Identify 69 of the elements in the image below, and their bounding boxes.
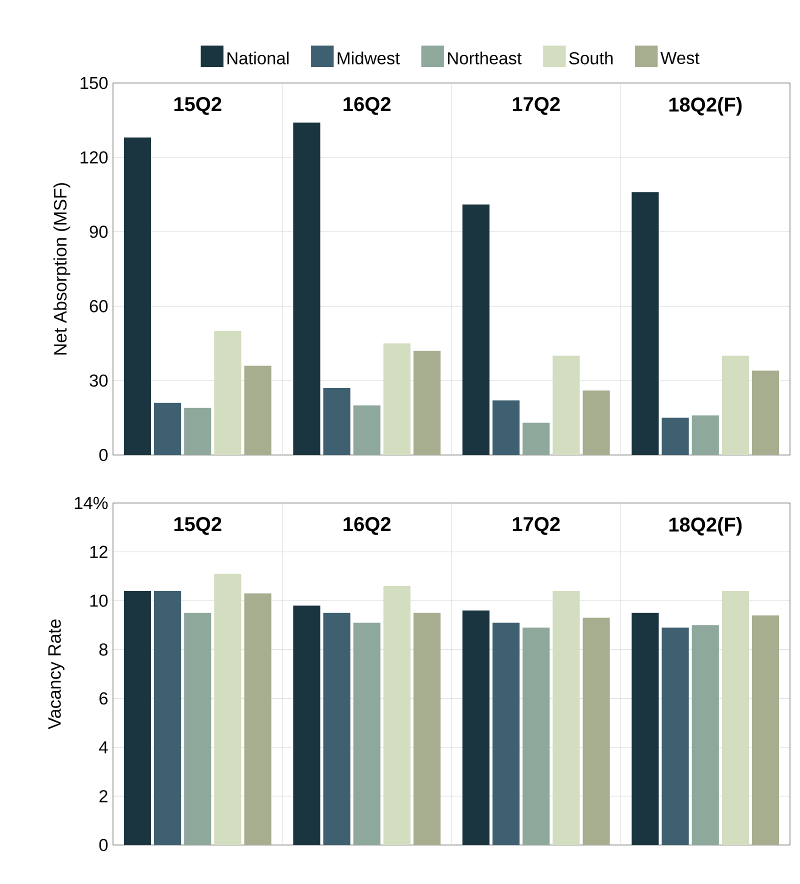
bar bbox=[293, 606, 320, 845]
bar bbox=[353, 622, 380, 845]
bar bbox=[214, 330, 242, 455]
bar bbox=[413, 612, 441, 845]
bar bbox=[552, 356, 580, 455]
legend-label: Northeast bbox=[448, 52, 522, 64]
y-tick-label: 6 bbox=[100, 692, 108, 705]
y-tick-label: 90 bbox=[90, 226, 108, 238]
bar bbox=[492, 622, 520, 845]
bar bbox=[752, 370, 780, 455]
bar bbox=[522, 422, 550, 455]
bar bbox=[383, 586, 410, 845]
y-tick-label: 150 bbox=[80, 76, 108, 90]
bar bbox=[492, 400, 520, 455]
bar bbox=[124, 138, 152, 455]
bar bbox=[184, 408, 212, 455]
bar bbox=[722, 590, 749, 845]
y-tick-label: 12 bbox=[90, 546, 108, 558]
bar bbox=[413, 350, 441, 455]
bar bbox=[353, 405, 380, 455]
bar bbox=[582, 618, 610, 845]
bar bbox=[293, 122, 320, 455]
bar bbox=[752, 615, 780, 845]
y-tick-label: 60 bbox=[90, 300, 108, 312]
y-tick-label: 0 bbox=[99, 838, 108, 852]
y-tick-label: 120 bbox=[80, 151, 108, 164]
y-tick-label: 10 bbox=[90, 594, 108, 607]
y-tick-label: 2 bbox=[100, 790, 108, 802]
y-tick-label: 8 bbox=[99, 643, 108, 656]
bar bbox=[552, 590, 580, 845]
bar bbox=[692, 625, 719, 845]
legend-label: South bbox=[569, 52, 613, 64]
bar bbox=[323, 388, 350, 455]
bar bbox=[662, 418, 689, 455]
y-tick-label: 14% bbox=[74, 496, 108, 510]
bar bbox=[323, 612, 350, 845]
x-tick-label: 18Q2(F) bbox=[669, 517, 742, 536]
bar bbox=[124, 590, 152, 845]
bar bbox=[214, 574, 242, 845]
x-tick-label: 15Q2 bbox=[174, 97, 222, 115]
bar bbox=[244, 593, 272, 845]
bar bbox=[244, 366, 272, 455]
bar bbox=[692, 415, 719, 455]
bar bbox=[522, 628, 550, 845]
bar bbox=[462, 610, 490, 845]
bar bbox=[722, 356, 749, 455]
y-axis-title: Vacancy Rate bbox=[48, 619, 64, 730]
y-tick-label: 30 bbox=[90, 374, 108, 387]
bar bbox=[582, 390, 610, 455]
bar bbox=[383, 343, 410, 455]
bar bbox=[154, 590, 182, 845]
x-tick-label: 17Q2 bbox=[512, 517, 560, 535]
x-tick-label: 18Q2(F) bbox=[669, 97, 742, 116]
bar bbox=[154, 402, 182, 455]
legend-label: National bbox=[228, 52, 289, 64]
x-tick-label: 15Q2 bbox=[174, 517, 222, 535]
bar bbox=[632, 192, 659, 455]
legend-label: Midwest bbox=[338, 52, 400, 64]
bar bbox=[632, 612, 659, 845]
x-tick-label: 17Q2 bbox=[512, 97, 560, 115]
legend-label: West bbox=[660, 52, 700, 64]
y-tick-label: 4 bbox=[99, 741, 108, 754]
bar bbox=[462, 204, 490, 455]
x-tick-label: 16Q2 bbox=[344, 97, 391, 115]
bar bbox=[662, 628, 689, 845]
x-tick-label: 16Q2 bbox=[344, 517, 391, 535]
y-tick-label: 0 bbox=[99, 448, 108, 462]
y-axis-title: Net Absorption (MSF) bbox=[53, 183, 70, 355]
bar bbox=[184, 612, 212, 845]
